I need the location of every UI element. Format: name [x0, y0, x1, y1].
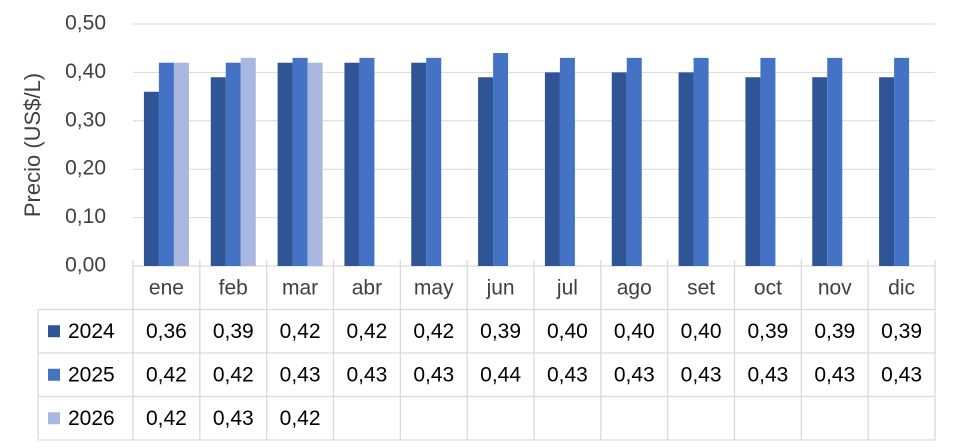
bar: [559, 57, 575, 266]
data-label: 0,42: [213, 363, 254, 386]
x-tick-label: jun: [486, 276, 515, 299]
bar: [879, 77, 895, 267]
x-tick-label: feb: [219, 276, 248, 299]
x-tick-label: ago: [617, 276, 652, 299]
data-label: 0,43: [413, 363, 454, 386]
data-label: 0,42: [280, 320, 321, 343]
bar: [493, 53, 509, 266]
y-tick-label: 0,10: [65, 205, 106, 228]
bar: [359, 57, 375, 266]
data-label: 0,43: [881, 363, 922, 386]
bar: [344, 62, 360, 266]
data-label: 0,40: [614, 320, 655, 343]
legend-label: 2026: [68, 407, 115, 430]
bar: [225, 62, 241, 266]
data-label: 0,39: [881, 320, 922, 343]
x-tick-label: oct: [754, 276, 782, 299]
bar: [611, 72, 627, 267]
data-label: 0,42: [413, 320, 454, 343]
y-tick-label: 0,40: [65, 60, 106, 83]
bar: [173, 62, 189, 266]
data-label: 0,40: [681, 320, 722, 343]
bar: [478, 77, 494, 267]
y-tick-label: 0,50: [65, 12, 106, 35]
bar: [277, 62, 293, 266]
bar: [827, 57, 843, 266]
bar: [693, 57, 709, 266]
bar: [626, 57, 642, 266]
bar: [678, 72, 694, 267]
data-label: 0,42: [280, 407, 321, 430]
x-tick-label: dic: [888, 276, 915, 299]
legend-label: 2025: [68, 363, 115, 386]
data-label: 0,43: [547, 363, 588, 386]
x-tick-label: may: [414, 276, 454, 299]
legend-key: [48, 325, 60, 338]
bar: [158, 62, 174, 266]
data-label: 0,43: [280, 363, 321, 386]
bar: [240, 57, 256, 266]
bar: [426, 57, 442, 266]
y-axis-label: Precio (US$/L): [20, 73, 45, 217]
legend-label: 2024: [68, 320, 115, 343]
bar: [812, 77, 828, 267]
bar: [411, 62, 427, 266]
data-label: 0,39: [747, 320, 788, 343]
y-tick-label: 0,20: [65, 157, 106, 180]
bar: [143, 91, 159, 266]
data-label: 0,42: [146, 407, 187, 430]
x-tick-label: abr: [352, 276, 382, 299]
x-tick-label: jul: [556, 276, 578, 299]
data-label: 0,44: [480, 363, 521, 386]
y-tick-label: 0,30: [65, 108, 106, 131]
data-label: 0,39: [480, 320, 521, 343]
data-label: 0,36: [146, 320, 187, 343]
x-tick-label: ene: [149, 276, 184, 299]
data-label: 0,43: [814, 363, 855, 386]
bar: [894, 57, 910, 266]
y-tick-label: 0,00: [65, 254, 106, 277]
data-label: 0,39: [814, 320, 855, 343]
data-label: 0,42: [146, 363, 187, 386]
bar: [745, 77, 761, 267]
bar: [292, 57, 308, 266]
data-label: 0,39: [213, 320, 254, 343]
legend-key: [48, 368, 60, 381]
bar: [307, 62, 323, 266]
bar: [760, 57, 776, 266]
data-label: 0,43: [747, 363, 788, 386]
data-label: 0,40: [547, 320, 588, 343]
data-label: 0,43: [614, 363, 655, 386]
bar: [544, 72, 560, 267]
bar: [210, 77, 226, 267]
data-label: 0,43: [346, 363, 387, 386]
x-tick-label: mar: [282, 276, 318, 299]
x-tick-label: set: [687, 276, 715, 299]
legend-key: [48, 412, 60, 425]
data-label: 0,43: [213, 407, 254, 430]
data-label: 0,42: [346, 320, 387, 343]
x-tick-label: nov: [818, 276, 852, 299]
data-label: 0,43: [681, 363, 722, 386]
